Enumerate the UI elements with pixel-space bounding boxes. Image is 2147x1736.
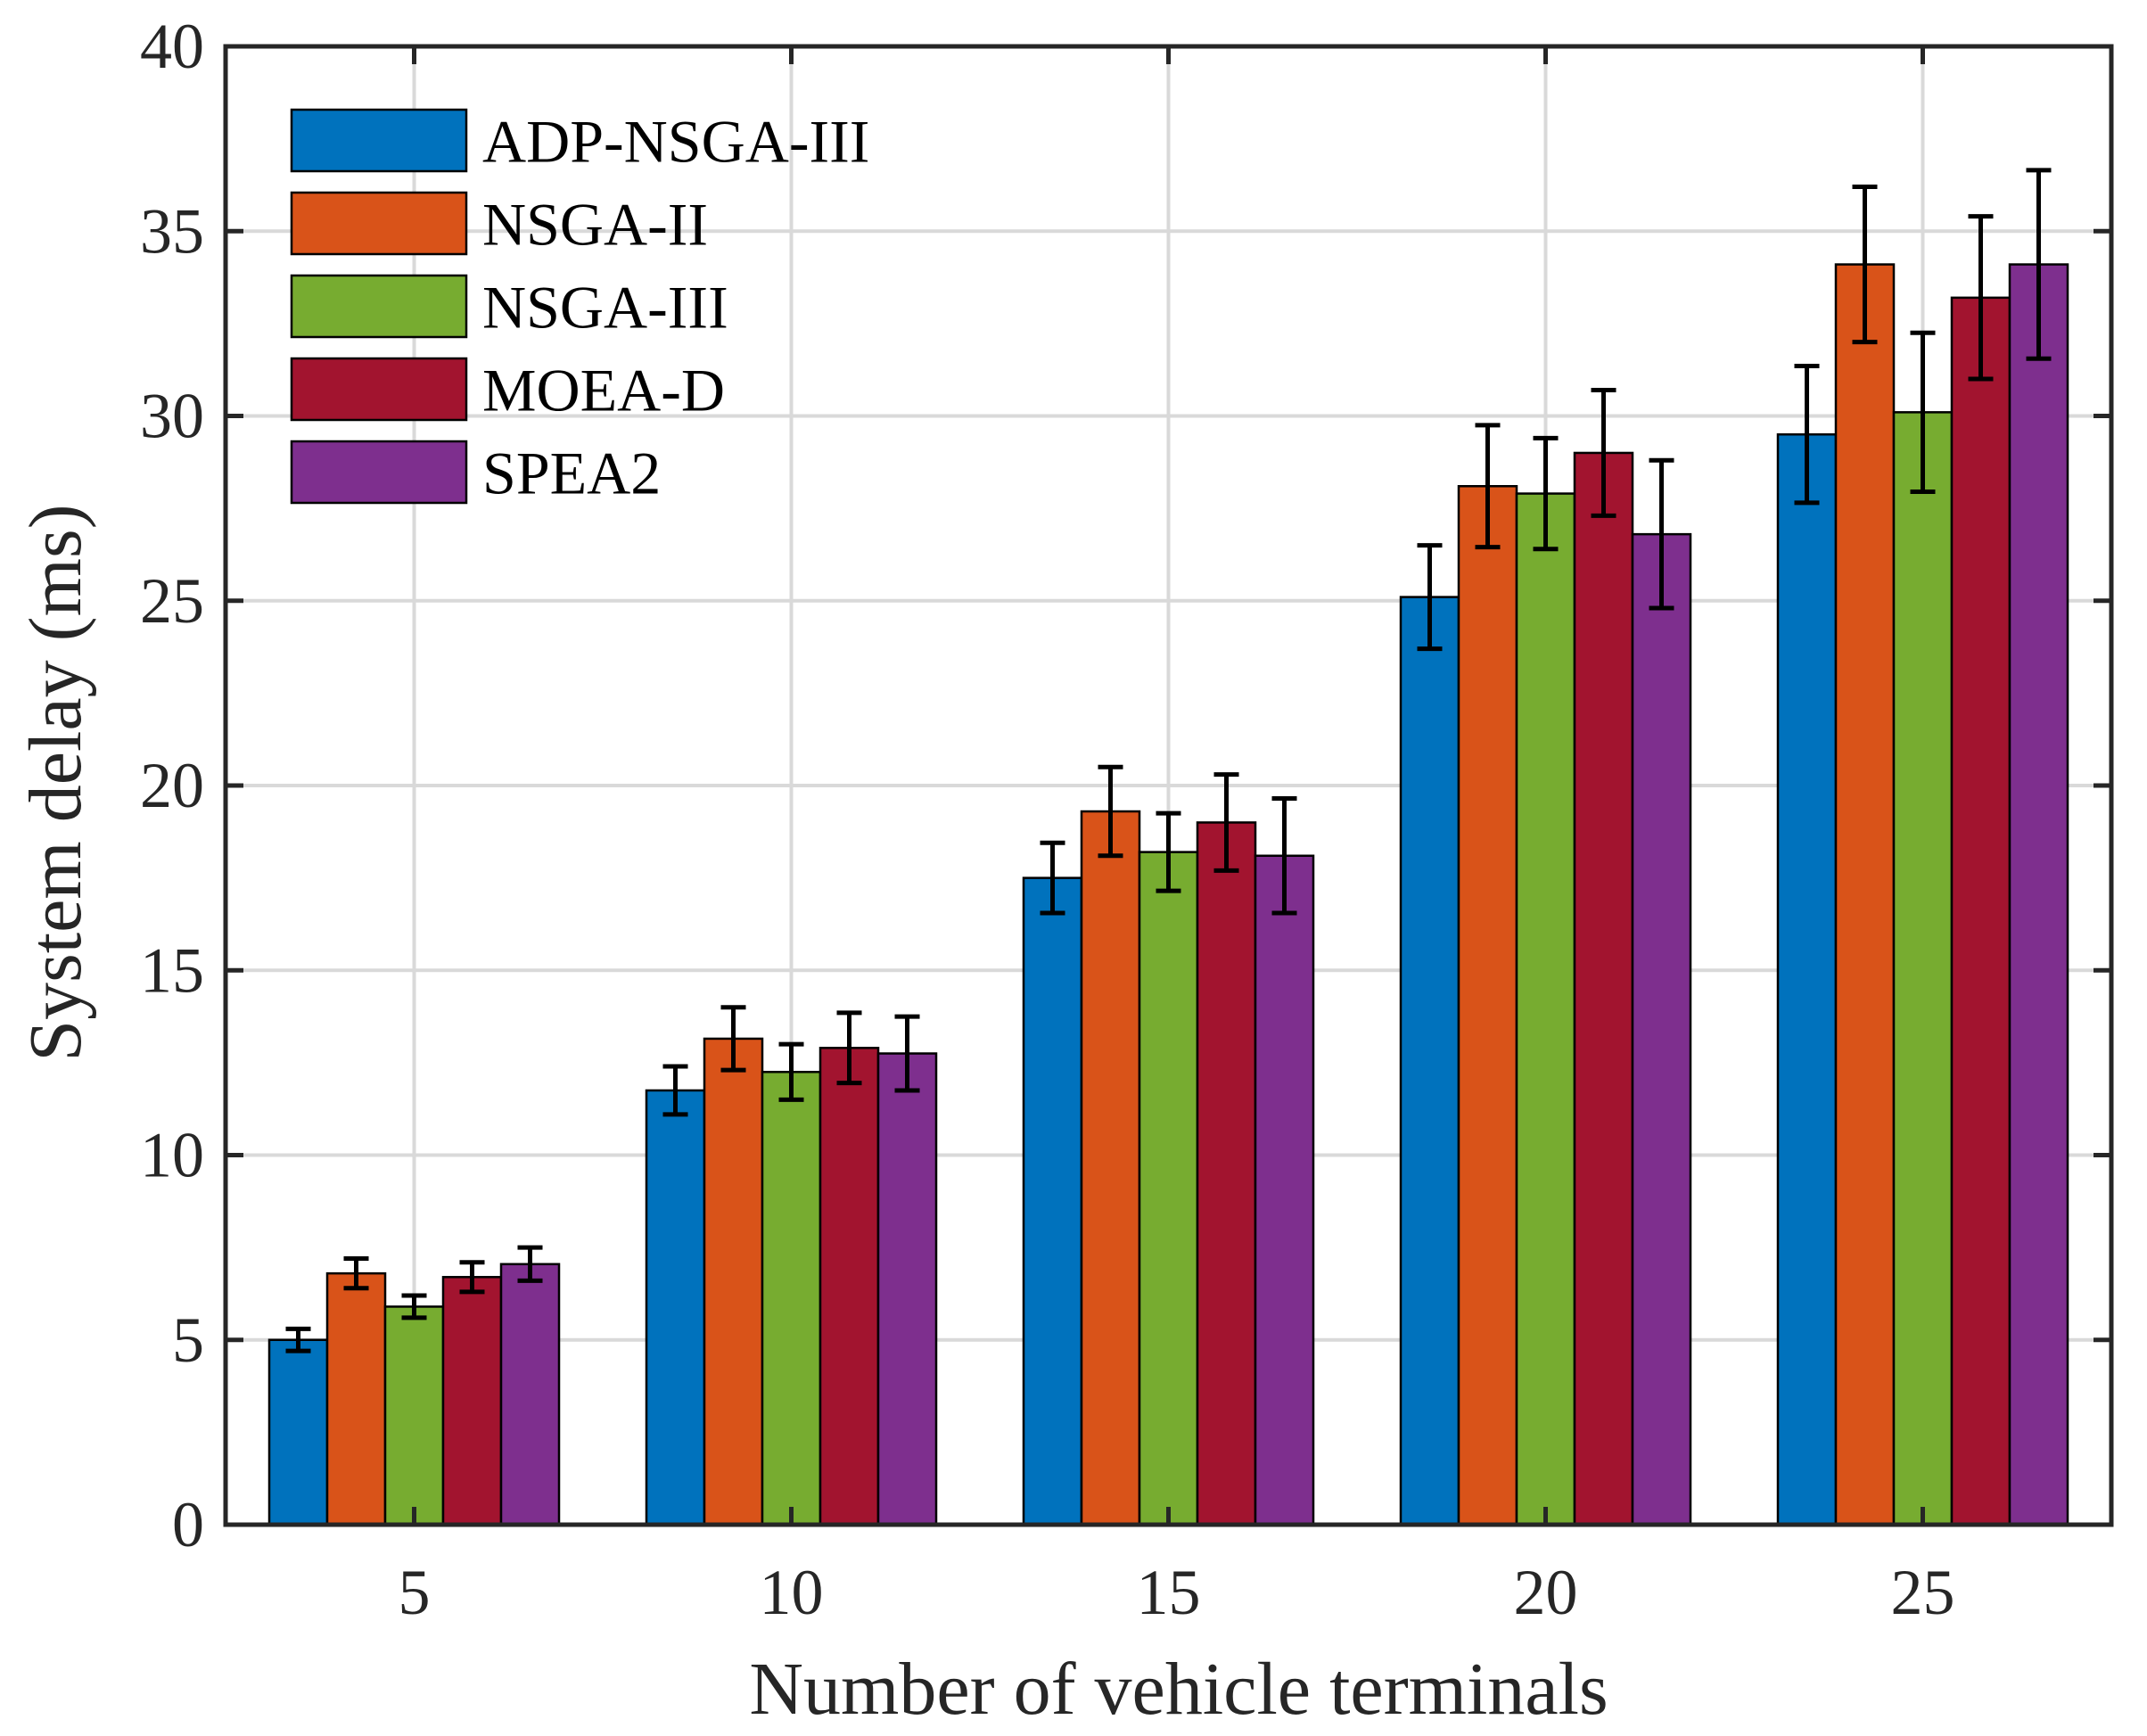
y-axis-label: System delay (ms)	[14, 504, 97, 1061]
x-tick-label: 5	[399, 1557, 431, 1628]
legend-label: SPEA2	[482, 440, 661, 507]
bar	[1515, 492, 1576, 1526]
bar	[1457, 485, 1518, 1526]
bar	[1080, 810, 1141, 1526]
bar	[1631, 532, 1692, 1526]
y-tick-label: 40	[140, 11, 204, 82]
legend-label: NSGA-III	[482, 274, 728, 341]
legend-swatch	[290, 108, 468, 173]
legend-swatch	[290, 274, 468, 339]
bar	[1573, 451, 1634, 1526]
legend: ADP-NSGA-III NSGA-II NSGA-III MOEA-D SPEA2	[290, 108, 869, 507]
x-axis-label: Number of vehicle terminals	[749, 1648, 1608, 1731]
y-tick-label: 10	[140, 1120, 204, 1191]
bar	[1138, 851, 1199, 1526]
y-tick-label: 20	[140, 750, 204, 821]
bar	[383, 1305, 445, 1526]
bar	[1399, 596, 1460, 1526]
legend-swatch	[290, 440, 468, 505]
legend-label: NSGA-II	[482, 191, 708, 259]
bar	[1196, 821, 1257, 1526]
bar	[267, 1338, 329, 1526]
error-bars	[285, 168, 2052, 1353]
bar	[1834, 263, 1896, 1526]
ticks: 0 5 10 15 20 25 30 35 40 5 10 15 20 25	[140, 11, 2111, 1628]
bar	[761, 1070, 822, 1526]
y-tick-label: 0	[172, 1489, 204, 1560]
y-tick-label: 15	[140, 934, 204, 1006]
legend-swatch	[290, 357, 468, 422]
bar	[325, 1271, 387, 1526]
x-tick-label: 25	[1891, 1557, 1955, 1628]
legend-label: ADP-NSGA-III	[482, 108, 869, 176]
legend-label: MOEA-D	[482, 357, 725, 424]
bar	[1950, 296, 2011, 1526]
bar	[1776, 432, 1838, 1526]
bar	[703, 1037, 764, 1526]
bar	[1254, 854, 1315, 1526]
bar	[818, 1047, 880, 1526]
x-tick-label: 15	[1137, 1557, 1201, 1628]
bar	[499, 1263, 561, 1526]
bar	[2008, 263, 2069, 1526]
y-tick-label: 5	[172, 1304, 204, 1376]
legend-swatch	[290, 191, 468, 256]
x-tick-label: 20	[1514, 1557, 1578, 1628]
bar	[876, 1052, 938, 1526]
bar	[1022, 876, 1083, 1526]
y-tick-label: 25	[140, 565, 204, 637]
y-tick-label: 35	[140, 195, 204, 267]
y-tick-label: 30	[140, 381, 204, 452]
bar	[1892, 411, 1954, 1526]
bar	[645, 1089, 706, 1526]
x-tick-label: 10	[760, 1557, 824, 1628]
bar	[441, 1276, 503, 1526]
